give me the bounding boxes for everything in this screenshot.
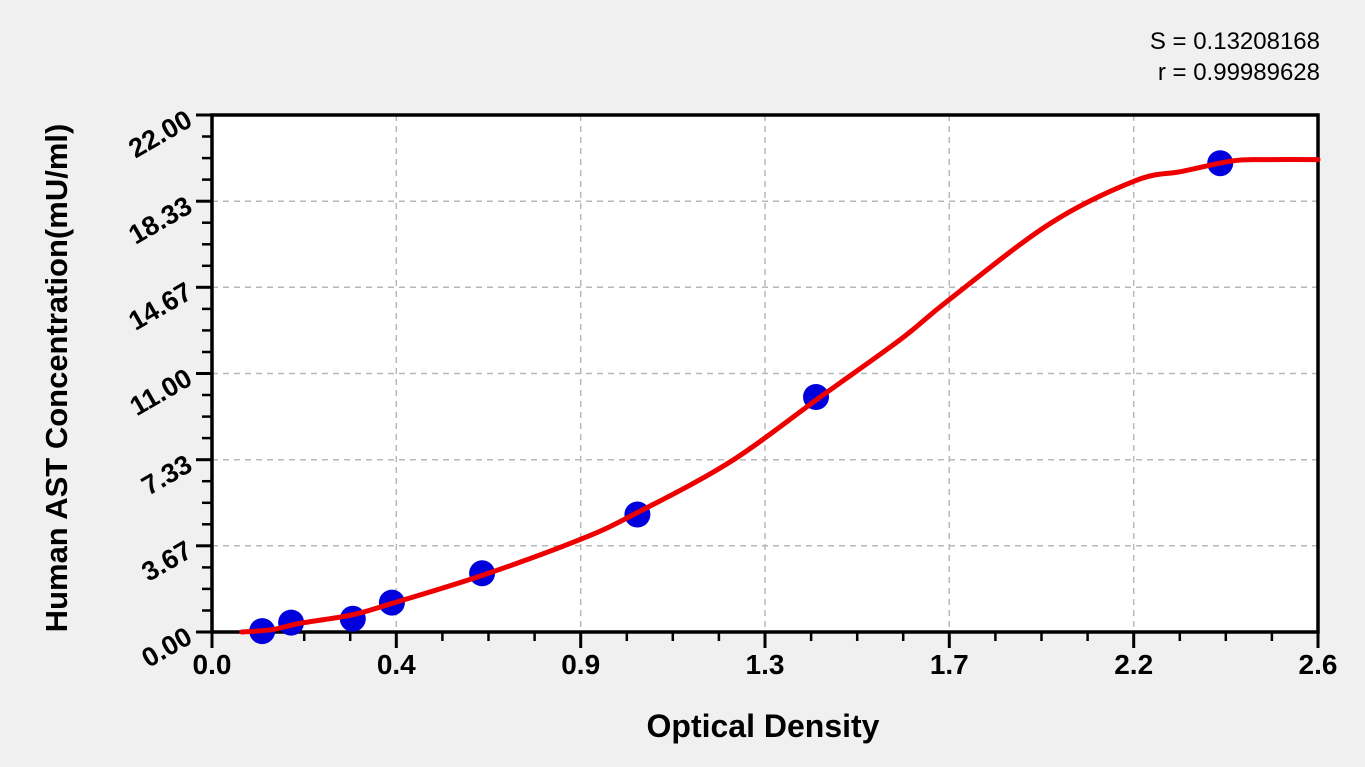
x-tick-label: 2.2 — [1114, 649, 1153, 680]
fit-statistics: S = 0.13208168 r = 0.99989628 — [1150, 26, 1320, 88]
y-tick-label: 7.33 — [136, 449, 197, 501]
x-tick-label: 1.7 — [930, 649, 969, 680]
plot-border — [210, 113, 1320, 634]
x-tick-label: 1.3 — [746, 649, 785, 680]
y-tick-label: 22.00 — [123, 104, 197, 164]
r-value-text: r = 0.99989628 — [1157, 59, 1320, 86]
s-value-text: S = 0.13208168 — [1149, 28, 1320, 55]
x-tick-label: 0.9 — [561, 649, 600, 680]
x-axis-title: Optical Density — [646, 708, 880, 744]
y-tick-label: 3.67 — [136, 535, 197, 587]
y-tick-label: 18.33 — [123, 190, 197, 250]
y-tick-label: 0.00 — [136, 621, 197, 673]
y-tick-label: 14.67 — [123, 277, 197, 337]
x-tick-label: 2.6 — [1299, 649, 1338, 680]
y-tick-label: 11.00 — [125, 363, 197, 422]
x-tick-label: 0.0 — [193, 649, 232, 680]
fitted-curve — [239, 157, 1321, 635]
x-tick-label: 0.4 — [377, 649, 416, 680]
